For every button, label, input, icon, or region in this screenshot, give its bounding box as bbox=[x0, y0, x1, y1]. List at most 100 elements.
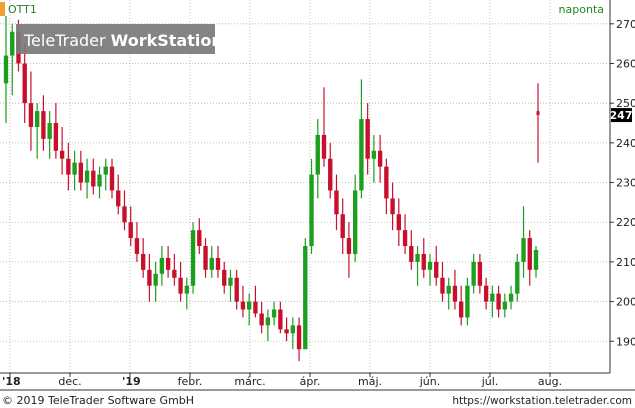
candle bbox=[496, 285, 501, 318]
candle-body bbox=[147, 269, 152, 286]
candle bbox=[340, 198, 345, 254]
candle bbox=[253, 285, 258, 318]
candle-body bbox=[203, 246, 208, 270]
time-tick-label: jún. bbox=[419, 375, 441, 388]
candle-body bbox=[452, 285, 458, 302]
candle-body bbox=[334, 190, 339, 215]
candle bbox=[371, 134, 377, 183]
candle-body bbox=[359, 119, 364, 191]
candle bbox=[47, 111, 52, 159]
candle bbox=[222, 261, 227, 294]
candle-body bbox=[103, 166, 108, 175]
interval-label[interactable]: naponta bbox=[559, 3, 604, 16]
candle-body bbox=[66, 158, 71, 175]
price-tick-label: 220 bbox=[616, 216, 635, 229]
candle bbox=[159, 246, 165, 286]
candle bbox=[278, 301, 283, 334]
teletrader-watermark: TeleTrader WorkStation bbox=[16, 24, 223, 54]
candle-body bbox=[84, 170, 90, 183]
candle-body bbox=[259, 313, 264, 326]
candle bbox=[97, 166, 102, 199]
copyright-text: © 2019 TeleTrader Software GmbH bbox=[2, 394, 194, 407]
candle bbox=[465, 277, 470, 326]
candle bbox=[197, 218, 202, 254]
candle bbox=[259, 301, 264, 334]
candle bbox=[303, 238, 308, 350]
candle bbox=[527, 230, 532, 286]
candle-body bbox=[116, 190, 121, 207]
candle-body bbox=[415, 253, 420, 262]
candle-body bbox=[536, 111, 540, 116]
candle-body bbox=[59, 150, 65, 159]
candle-body bbox=[440, 277, 445, 294]
candle-body bbox=[465, 285, 470, 318]
candle bbox=[321, 87, 327, 167]
candle bbox=[390, 182, 395, 231]
candle-body bbox=[128, 222, 133, 239]
candle-body bbox=[28, 103, 34, 127]
candle bbox=[402, 214, 408, 254]
candle bbox=[240, 285, 246, 318]
candle bbox=[91, 158, 96, 195]
candle-body bbox=[483, 285, 489, 302]
candle-body bbox=[365, 119, 370, 159]
candle bbox=[352, 174, 358, 262]
candle-body bbox=[34, 111, 40, 127]
candlestick-series bbox=[3, 15, 540, 362]
candle-body bbox=[384, 166, 389, 199]
candle-body bbox=[22, 63, 27, 104]
candle-body bbox=[10, 31, 15, 56]
candle-body bbox=[97, 174, 102, 187]
candle bbox=[477, 253, 483, 294]
candle-body bbox=[215, 257, 221, 270]
candle-body bbox=[153, 273, 158, 286]
watermark-text-part1: TeleTrader bbox=[23, 31, 111, 50]
candle-body bbox=[91, 170, 96, 187]
website-link[interactable]: https://workstation.teletrader.com bbox=[452, 395, 632, 407]
candle bbox=[140, 238, 146, 278]
candle-body bbox=[521, 238, 526, 262]
candle-body bbox=[3, 55, 9, 84]
candle-body bbox=[122, 206, 127, 223]
time-tick-label: ápr. bbox=[300, 375, 321, 388]
candle-body bbox=[228, 277, 233, 286]
time-tick-label: máj. bbox=[358, 375, 382, 388]
candle bbox=[458, 285, 464, 326]
candle-body bbox=[240, 301, 246, 310]
candle bbox=[334, 174, 339, 231]
time-tick-label: '18 bbox=[2, 375, 21, 388]
time-tick-label: febr. bbox=[178, 375, 203, 388]
time-tick-label: júl. bbox=[481, 375, 499, 388]
price-tick-label: 190 bbox=[616, 335, 635, 348]
candle bbox=[184, 277, 190, 310]
candle bbox=[415, 246, 420, 286]
candle bbox=[147, 253, 152, 302]
candle-body bbox=[296, 325, 302, 350]
candle bbox=[421, 238, 426, 278]
candle-body bbox=[515, 261, 520, 294]
candle bbox=[384, 158, 389, 215]
candle bbox=[315, 119, 320, 199]
candle-body bbox=[190, 230, 196, 286]
candle-body bbox=[427, 261, 433, 270]
price-tick-label: 270 bbox=[616, 18, 635, 31]
candle bbox=[122, 190, 127, 231]
last-price-marker: 247 bbox=[610, 108, 632, 123]
symbol-label[interactable]: OTT1 bbox=[8, 3, 37, 16]
candle bbox=[365, 103, 370, 175]
candle-body bbox=[278, 309, 283, 330]
candle bbox=[103, 158, 108, 191]
candle-body bbox=[78, 162, 84, 183]
candle bbox=[10, 23, 15, 96]
candle-body bbox=[396, 214, 402, 231]
candle-body bbox=[402, 230, 408, 247]
candle bbox=[490, 285, 495, 318]
candle bbox=[377, 134, 383, 183]
candle bbox=[109, 158, 115, 199]
candle-body bbox=[184, 285, 190, 294]
candle-body bbox=[371, 150, 377, 159]
candle bbox=[22, 43, 27, 124]
candle bbox=[234, 269, 239, 310]
price-tick-label: 210 bbox=[616, 256, 635, 269]
